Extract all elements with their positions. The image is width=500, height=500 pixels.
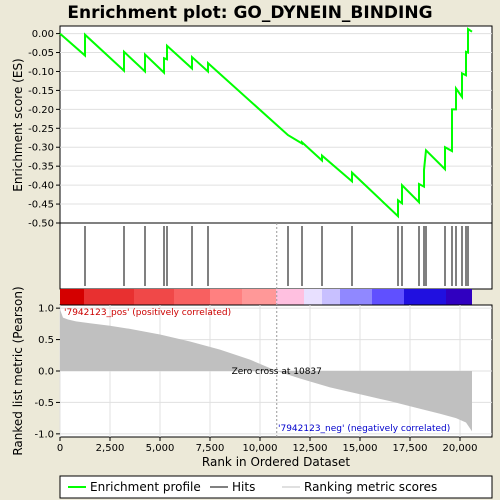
- color-bar-segment: [174, 289, 210, 305]
- es-y-tick-label: -0.40: [28, 181, 54, 192]
- color-bar-segment: [340, 289, 372, 305]
- metric-y-tick-label: -0.5: [34, 398, 54, 409]
- metric-y-ticks: 1.0 0.5 0.0 -0.5 -1.0: [34, 304, 60, 440]
- positive-correlation-label: '7942123_pos' (positively correlated): [64, 308, 231, 318]
- es-y-tick-label: -0.50: [28, 219, 54, 230]
- x-tick-label: 7,500: [196, 443, 225, 454]
- hits-marks: [84, 226, 469, 286]
- negative-correlation-label: '7942123_neg' (negatively correlated): [278, 424, 450, 434]
- color-bar-segment: [304, 289, 322, 305]
- hits-panel: [59, 222, 493, 290]
- color-bar-segment: [276, 289, 304, 305]
- zero-cross-label: Zero cross at 10837: [232, 367, 322, 377]
- es-grid: [60, 33, 492, 224]
- es-y-tick-label: -0.45: [28, 200, 54, 211]
- ranked-list-color-bar: [60, 289, 472, 305]
- color-bar-segment: [84, 289, 134, 305]
- x-axis-title: Rank in Ordered Dataset: [202, 455, 350, 469]
- metric-y-tick-label: 0.5: [38, 335, 54, 346]
- x-tick-label: 10,000: [243, 443, 278, 454]
- es-y-tick-label: -0.15: [28, 86, 54, 97]
- es-y-tick-label: -0.20: [28, 105, 54, 116]
- metric-y-tick-label: 1.0: [38, 304, 54, 315]
- x-tick-label: 15,000: [343, 443, 378, 454]
- es-y-ticks: 0.00 -0.05 -0.10 -0.15 -0.20 -0.25 -0.30 -0.35 -…: [28, 29, 60, 230]
- metric-y-tick-label: 0.0: [38, 367, 54, 378]
- x-tick-label: 5,000: [146, 443, 175, 454]
- x-tick-label: 20,000: [443, 443, 478, 454]
- es-y-tick-label: -0.25: [28, 124, 54, 135]
- legend: Enrichment profile Hits Ranking metric s…: [59, 475, 493, 499]
- legend-label-enrichment: Enrichment profile: [90, 480, 201, 494]
- legend-label-metric: Ranking metric scores: [304, 480, 437, 494]
- chart-title: Enrichment plot: GO_DYNEIN_BINDING: [67, 3, 432, 23]
- legend-box: [59, 475, 493, 499]
- es-y-axis-title: Enrichment score (ES): [11, 58, 25, 191]
- es-line: [59, 27, 473, 219]
- color-bar-segment: [242, 289, 276, 305]
- color-bar-segment: [372, 289, 404, 305]
- es-y-tick-label: -0.35: [28, 162, 54, 173]
- x-tick-label: 12,500: [293, 443, 328, 454]
- color-bar-segment: [446, 289, 472, 305]
- x-tick-label: 17,500: [393, 443, 428, 454]
- color-bar-segment: [210, 289, 242, 305]
- es-y-tick-label: -0.30: [28, 143, 54, 154]
- color-bar-segment: [322, 289, 340, 305]
- es-y-tick-label: -0.10: [28, 67, 54, 78]
- x-tick-label: 0: [57, 443, 63, 454]
- metric-y-axis-title: Ranked list metric (Pearson): [11, 286, 25, 455]
- metric-x-ticks: 0 2,500 5,000 7,500 10,000 12,500 15,000 17,500…: [57, 437, 478, 454]
- x-tick-label: 2,500: [96, 443, 125, 454]
- es-y-tick-label: -0.05: [28, 48, 54, 59]
- es-y-tick-label: 0.00: [32, 29, 54, 40]
- color-bar-segment: [404, 289, 446, 305]
- metric-area: [60, 309, 472, 432]
- color-bar-segment: [134, 289, 174, 305]
- legend-label-hits: Hits: [232, 480, 255, 494]
- color-bar-segment: [60, 289, 84, 305]
- metric-y-tick-label: -1.0: [34, 429, 54, 440]
